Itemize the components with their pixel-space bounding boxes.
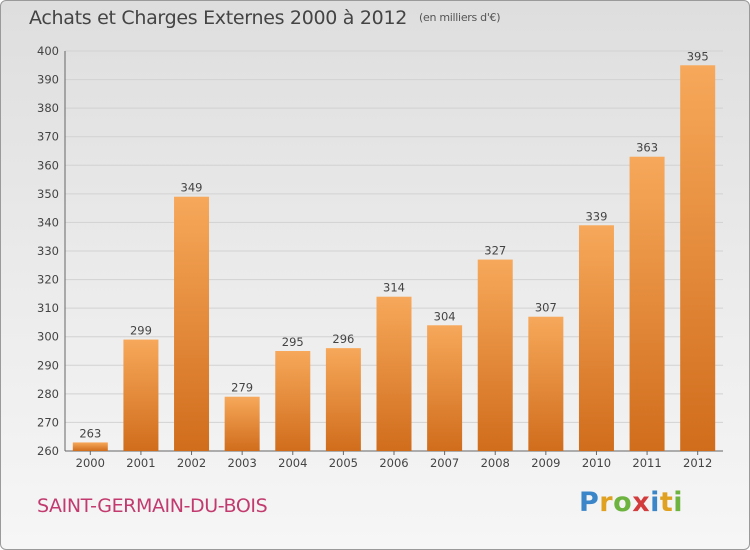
- y-tick-label: 320: [37, 273, 59, 287]
- bar: [72, 442, 108, 451]
- data-label: 279: [231, 381, 253, 395]
- x-tick-label: 2012: [683, 456, 712, 470]
- x-tick-label: 2000: [76, 456, 105, 470]
- data-label: 307: [535, 301, 557, 315]
- x-tick-label: 2008: [481, 456, 510, 470]
- x-tick-label: 2001: [126, 456, 155, 470]
- x-tick-label: 2002: [177, 456, 206, 470]
- y-tick-label: 380: [37, 101, 59, 115]
- y-tick-label: 390: [37, 73, 59, 87]
- logo-letter: r: [599, 487, 614, 518]
- data-label: 295: [282, 335, 304, 349]
- y-tick-label: 260: [37, 444, 59, 458]
- logo-letter: x: [632, 487, 651, 518]
- x-tick-label: 2005: [329, 456, 358, 470]
- bar: [477, 259, 513, 451]
- logo-letter: i: [650, 487, 660, 518]
- data-label: 304: [434, 309, 456, 323]
- x-tick-label: 2004: [278, 456, 307, 470]
- proxiti-logo: Proxiti: [579, 487, 683, 518]
- y-tick-label: 300: [37, 330, 59, 344]
- data-label: 299: [130, 324, 152, 338]
- bar: [224, 396, 260, 451]
- bar: [629, 156, 665, 451]
- labels: 263 299 349 279 295 296 314 304 327 307 339 363 395: [79, 49, 708, 440]
- data-label: 363: [636, 141, 658, 155]
- bar: [427, 325, 463, 451]
- y-tick-label: 400: [37, 44, 59, 58]
- data-label: 395: [687, 49, 709, 63]
- y-tick-label: 280: [37, 387, 59, 401]
- data-label: 339: [585, 209, 607, 223]
- bar: [123, 339, 159, 451]
- data-label: 314: [383, 281, 405, 295]
- data-label: 263: [79, 426, 101, 440]
- y-tick-label: 370: [37, 130, 59, 144]
- y-tick-label: 270: [37, 415, 59, 429]
- bar: [528, 316, 564, 451]
- x-tick-label: 2011: [632, 456, 661, 470]
- data-label: 327: [484, 244, 506, 258]
- logo-letter: i: [673, 487, 684, 518]
- x-tick-label: 2010: [582, 456, 611, 470]
- x-tick-label: 2006: [379, 456, 408, 470]
- y-tick-label: 290: [37, 358, 59, 372]
- y-tick-label: 350: [37, 187, 59, 201]
- bar: [578, 225, 614, 451]
- chart-title-text: Achats et Charges Externes 2000 à 2012: [29, 7, 408, 29]
- x-tick-label: 2007: [430, 456, 459, 470]
- chart-title: Achats et Charges Externes 2000 à 2012 (e…: [29, 7, 501, 29]
- y-tick-label: 360: [37, 158, 59, 172]
- bars: [72, 65, 716, 452]
- bar: [174, 196, 210, 451]
- bar: [275, 351, 311, 451]
- data-label: 296: [332, 332, 354, 346]
- logo-letter: P: [579, 487, 600, 518]
- city-name: SAINT-GERMAIN-DU-BOIS: [37, 495, 268, 517]
- y-tick-label: 310: [37, 301, 59, 315]
- bar: [376, 296, 412, 451]
- bar: [680, 65, 716, 452]
- chart-unit-label: (en milliers d'€): [419, 11, 501, 24]
- x-tick-label: 2009: [531, 456, 560, 470]
- y-tick-label: 340: [37, 215, 59, 229]
- x-tick-label: 2003: [228, 456, 257, 470]
- data-label: 349: [181, 181, 203, 195]
- bar: [325, 348, 361, 451]
- logo-letter: o: [613, 487, 633, 518]
- y-tick-label: 330: [37, 244, 59, 258]
- logo-letter: t: [659, 487, 674, 518]
